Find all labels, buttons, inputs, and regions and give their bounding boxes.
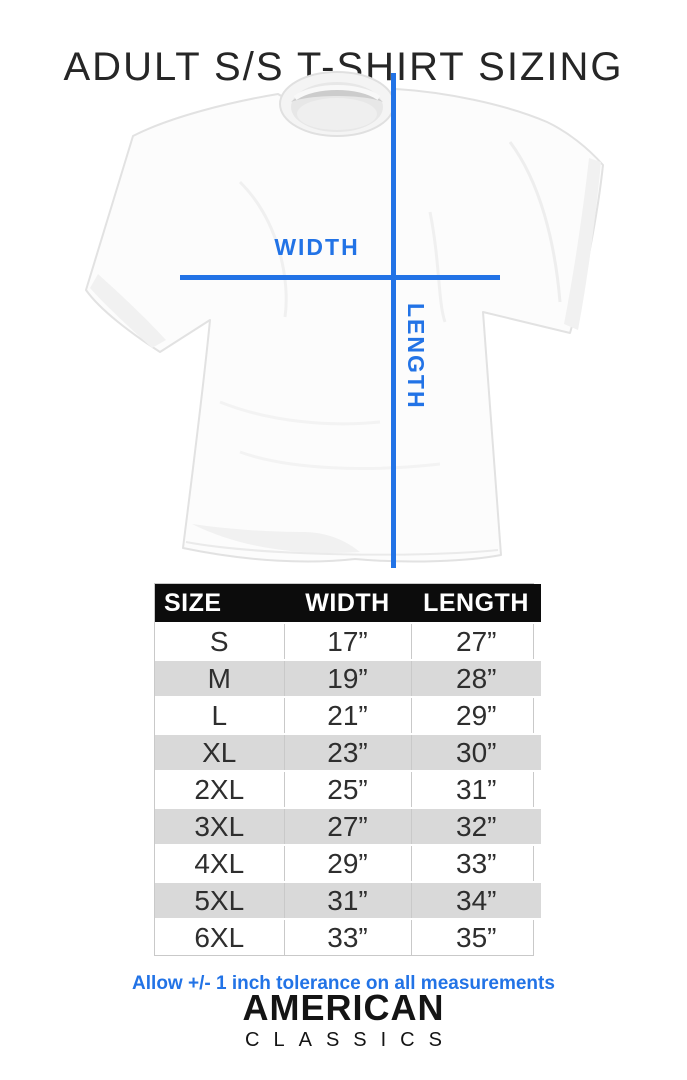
size-cell: 5XL <box>155 881 284 919</box>
column-header-size: SIZE <box>155 584 284 623</box>
length-measure-line <box>391 73 396 568</box>
brand-name: AMERICAN <box>242 987 445 1028</box>
column-header-length: LENGTH <box>411 584 541 623</box>
size-cell: L <box>155 696 284 734</box>
size-table-header: SIZE WIDTH LENGTH <box>155 584 541 623</box>
size-cell: 6XL <box>155 918 284 955</box>
table-row: 6XL 33” 35” <box>155 918 541 955</box>
width-cell: 17” <box>283 622 411 660</box>
brand-logo: AMERICAN CLASSICS <box>0 990 687 1052</box>
length-cell: 32” <box>410 807 541 845</box>
width-cell: 21” <box>283 696 411 734</box>
width-cell: 23” <box>283 733 411 771</box>
table-row: M 19” 28” <box>155 659 541 697</box>
size-cell: 2XL <box>155 770 284 808</box>
table-row: S 17” 27” <box>155 622 541 660</box>
length-cell: 29” <box>410 696 541 734</box>
width-label: WIDTH <box>274 234 360 260</box>
table-row: XL 23” 30” <box>155 733 541 771</box>
length-cell: 31” <box>410 770 541 808</box>
size-table: SIZE WIDTH LENGTH S 17” 27” M 19” 28” L … <box>155 584 541 955</box>
brand-subname: CLASSICS <box>245 1029 456 1051</box>
length-cell: 35” <box>410 918 541 955</box>
table-row: L 21” 29” <box>155 696 541 734</box>
table-row: 3XL 27” 32” <box>155 807 541 845</box>
column-header-width: WIDTH <box>284 584 411 623</box>
width-measure-line <box>180 275 500 280</box>
size-table-body: S 17” 27” M 19” 28” L 21” 29” XL 23” 30”… <box>155 622 541 955</box>
size-cell: M <box>155 659 284 697</box>
size-cell: 4XL <box>155 844 284 882</box>
length-cell: 28” <box>410 659 541 697</box>
tshirt-diagram: WIDTH LENGTH <box>85 71 604 568</box>
width-cell: 27” <box>283 807 411 845</box>
size-cell: S <box>155 622 284 660</box>
width-cell: 31” <box>283 881 411 919</box>
length-label: LENGTH <box>403 303 429 410</box>
tshirt-graphic <box>85 71 604 563</box>
width-cell: 29” <box>283 844 411 882</box>
tolerance-note: Allow +/- 1 inch tolerance on all measur… <box>132 973 555 994</box>
length-cell: 30” <box>410 733 541 771</box>
length-cell: 33” <box>410 844 541 882</box>
width-cell: 25” <box>283 770 411 808</box>
size-table-container: SIZE WIDTH LENGTH S 17” 27” M 19” 28” L … <box>154 583 541 956</box>
size-cell: XL <box>155 733 284 771</box>
size-cell: 3XL <box>155 807 284 845</box>
length-cell: 34” <box>410 881 541 919</box>
table-row: 5XL 31” 34” <box>155 881 541 919</box>
width-cell: 19” <box>283 659 411 697</box>
length-cell: 27” <box>410 622 541 660</box>
width-cell: 33” <box>283 918 411 955</box>
table-row: 2XL 25” 31” <box>155 770 541 808</box>
table-row: 4XL 29” 33” <box>155 844 541 882</box>
